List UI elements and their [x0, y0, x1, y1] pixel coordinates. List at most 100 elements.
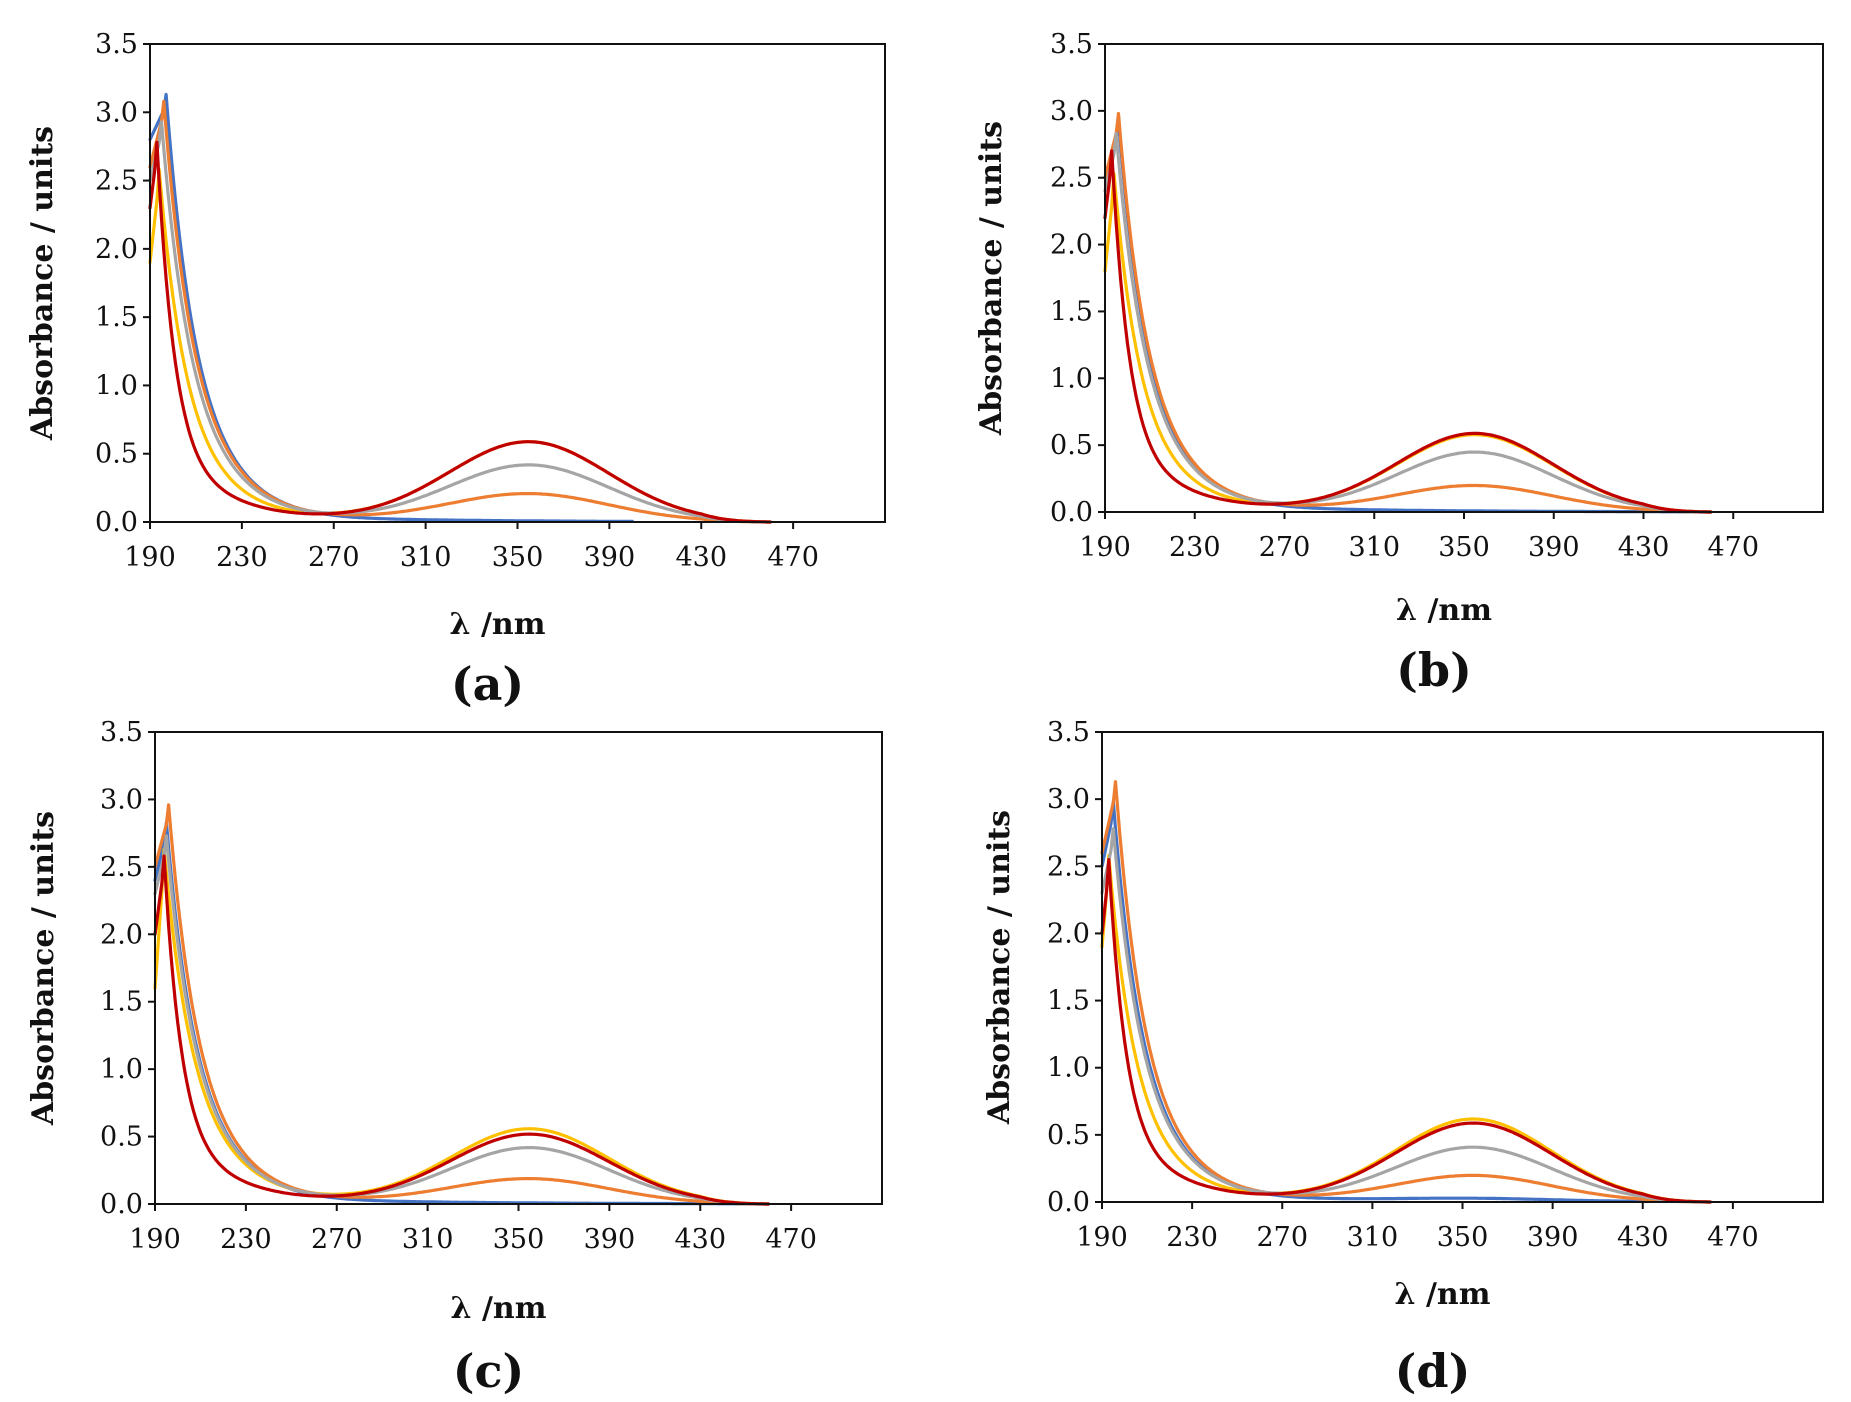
y-tick-label: 2.0: [1050, 230, 1093, 261]
x-tick-label: 430: [1618, 532, 1670, 563]
series-line-red: [1100, 857, 1712, 1204]
y-tick-label: 0.5: [95, 439, 138, 470]
series-line-blue: [1103, 118, 1713, 514]
series-line-red: [148, 140, 772, 524]
x-tick-label: 390: [1528, 532, 1580, 563]
series-line-orange: [148, 99, 772, 524]
x-tick-label: 190: [129, 1224, 181, 1255]
panel-label: (d): [1395, 1344, 1471, 1398]
x-tick-label: 190: [124, 542, 176, 573]
series-line-yellow: [153, 847, 771, 1206]
chart-panel-1: 0.0 0.5 1.0 1.5 2.0 2.5 3.0 3.5 190 230 270 310 350 3…: [25, 29, 886, 711]
series-line-blue: [153, 820, 771, 1206]
y-tick-label: 0.0: [100, 1189, 143, 1220]
x-tick-label: 470: [765, 1224, 817, 1255]
x-tick-label: 430: [674, 1224, 726, 1255]
y-tick-label: 1.0: [100, 1054, 143, 1085]
x-axis-title: λ /nm: [1396, 593, 1492, 628]
series-line-blue: [148, 92, 634, 524]
y-tick-label: 0.5: [1050, 430, 1093, 461]
x-tick-label: 470: [1707, 532, 1759, 563]
series-line-gray: [1103, 132, 1713, 514]
x-tick-label: 230: [1166, 1222, 1218, 1253]
x-tick-label: 270: [311, 1224, 363, 1255]
y-tick-label: 0.0: [95, 507, 138, 538]
panel-label: (a): [451, 657, 524, 711]
y-tick-label: 2.5: [95, 166, 138, 197]
series-line-gray: [1100, 827, 1712, 1204]
x-tick-label: 390: [584, 542, 636, 573]
y-tick-label: 3.0: [1047, 784, 1090, 815]
y-tick-label: 1.5: [1050, 296, 1093, 327]
x-tick-label: 310: [400, 542, 452, 573]
y-tick-label: 3.0: [1050, 96, 1093, 127]
x-axis-title: λ /nm: [450, 607, 546, 642]
y-axis-title: Absorbance / units: [26, 811, 61, 1126]
series-line-orange: [1100, 780, 1712, 1204]
y-axis-title: Absorbance / units: [25, 126, 60, 441]
y-tick-label: 1.5: [95, 302, 138, 333]
x-tick-label: 270: [1259, 532, 1311, 563]
y-tick-label: 3.0: [100, 784, 143, 815]
y-tick-label: 2.5: [1047, 851, 1090, 882]
x-tick-label: 190: [1079, 532, 1131, 563]
x-tick-label: 470: [767, 542, 819, 573]
y-tick-label: 1.5: [1047, 986, 1090, 1017]
x-tick-label: 430: [675, 542, 727, 573]
x-tick-label: 190: [1076, 1222, 1128, 1253]
y-tick-label: 0.0: [1050, 497, 1093, 528]
panel-label: (c): [453, 1344, 525, 1398]
x-tick-label: 430: [1617, 1222, 1669, 1253]
y-tick-label: 0.5: [100, 1122, 143, 1153]
series-line-red: [153, 854, 771, 1206]
chart-panel-4: 0.0 0.5 1.0 1.5 2.0 2.5 3.0 3.5 190 230 270 310 350 3…: [982, 717, 1824, 1398]
y-tick-label: 1.0: [1050, 363, 1093, 394]
series-line-yellow: [1103, 172, 1713, 514]
plot-area: [1101, 731, 1824, 1203]
plot-area: [149, 43, 886, 523]
x-axis-title: λ /nm: [451, 1291, 547, 1326]
panel-label: (b): [1396, 643, 1472, 697]
series-line-orange: [153, 803, 771, 1206]
x-tick-label: 310: [1347, 1222, 1399, 1253]
x-tick-label: 470: [1707, 1222, 1759, 1253]
y-tick-label: 3.0: [95, 97, 138, 128]
y-tick-label: 2.0: [1047, 918, 1090, 949]
series-line-gray: [153, 834, 771, 1206]
y-tick-label: 2.5: [100, 852, 143, 883]
y-tick-label: 0.5: [1047, 1120, 1090, 1151]
x-tick-label: 230: [220, 1224, 272, 1255]
y-tick-label: 3.5: [100, 717, 143, 748]
chart-panel-3: 0.0 0.5 1.0 1.5 2.0 2.5 3.0 3.5 190 230 270 310 350 3…: [26, 717, 883, 1398]
chart-panel-2: 0.0 0.5 1.0 1.5 2.0 2.5 3.0 3.5 190 230 270 310 350 3…: [974, 29, 1824, 697]
x-tick-label: 390: [584, 1224, 636, 1255]
y-tick-label: 0.0: [1047, 1187, 1090, 1218]
x-tick-label: 310: [1348, 532, 1400, 563]
x-tick-label: 270: [308, 542, 360, 573]
y-tick-label: 2.5: [1050, 163, 1093, 194]
y-axis-title: Absorbance / units: [982, 810, 1017, 1125]
x-axis-title: λ /nm: [1395, 1277, 1491, 1312]
x-tick-label: 230: [216, 542, 268, 573]
x-tick-label: 270: [1256, 1222, 1308, 1253]
x-tick-label: 390: [1527, 1222, 1579, 1253]
y-axis-title: Absorbance / units: [974, 121, 1009, 436]
x-tick-label: 350: [1438, 532, 1490, 563]
x-tick-label: 350: [1437, 1222, 1489, 1253]
y-tick-label: 3.5: [95, 29, 138, 60]
x-tick-label: 350: [493, 1224, 545, 1255]
y-tick-label: 1.5: [100, 987, 143, 1018]
y-tick-label: 1.0: [1047, 1053, 1090, 1084]
y-tick-label: 3.5: [1047, 717, 1090, 748]
x-tick-label: 350: [492, 542, 544, 573]
x-tick-label: 310: [402, 1224, 454, 1255]
plot-area: [1104, 43, 1824, 513]
y-tick-label: 3.5: [1050, 29, 1093, 60]
x-tick-label: 230: [1169, 532, 1221, 563]
y-tick-label: 2.0: [95, 234, 138, 265]
series-line-red: [1103, 149, 1713, 514]
y-tick-label: 1.0: [95, 370, 138, 401]
y-tick-label: 2.0: [100, 919, 143, 950]
series-line-gray: [148, 120, 772, 524]
